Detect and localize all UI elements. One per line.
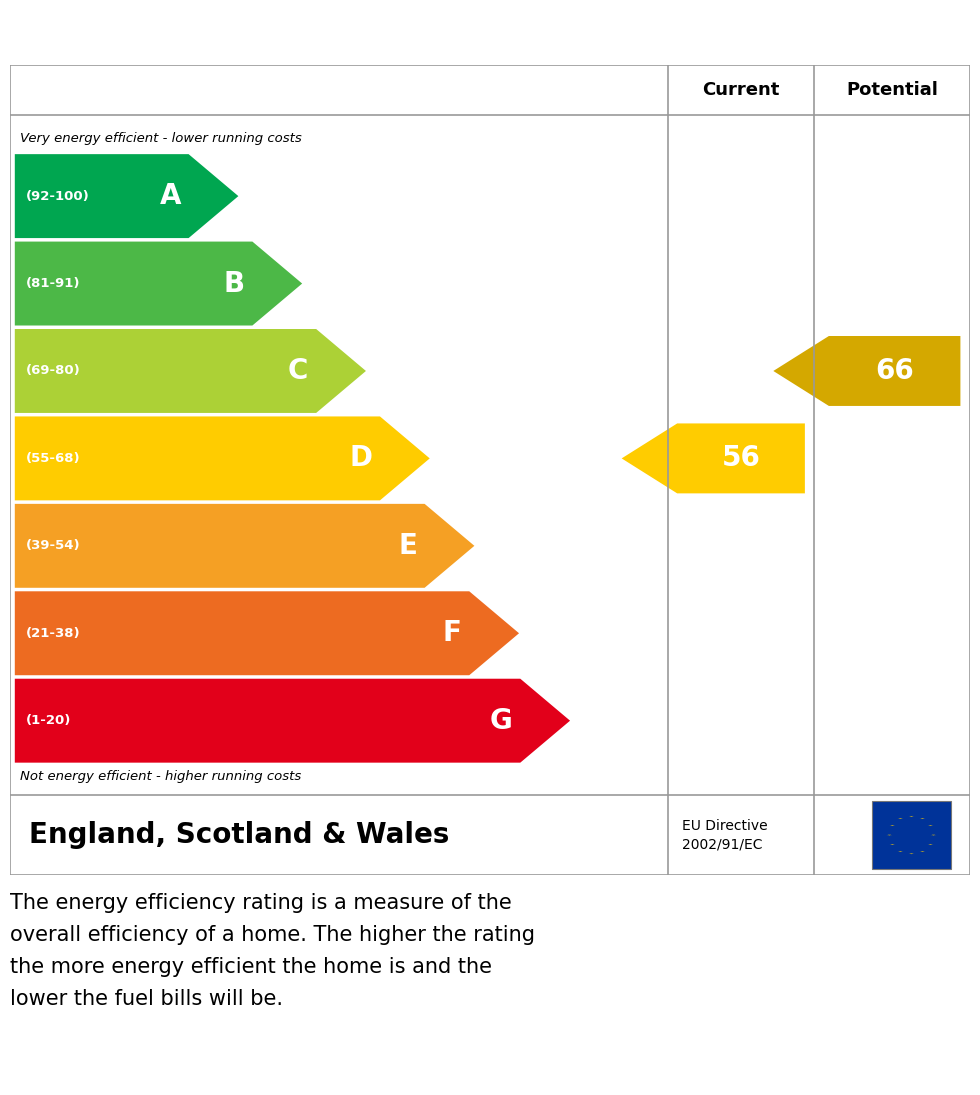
- Polygon shape: [15, 591, 519, 676]
- Text: Energy Efficiency Rating: Energy Efficiency Rating: [29, 15, 528, 49]
- Polygon shape: [15, 242, 302, 325]
- Polygon shape: [15, 416, 430, 500]
- Text: (21-38): (21-38): [26, 626, 81, 639]
- Text: D: D: [349, 445, 372, 472]
- Text: Not energy efficient - higher running costs: Not energy efficient - higher running co…: [20, 770, 301, 783]
- Polygon shape: [15, 154, 238, 238]
- Text: 56: 56: [721, 445, 760, 472]
- Text: Current: Current: [703, 81, 780, 99]
- Text: C: C: [288, 357, 309, 385]
- Text: A: A: [160, 182, 181, 210]
- Text: 66: 66: [875, 357, 914, 385]
- Text: (92-100): (92-100): [26, 189, 90, 203]
- Text: G: G: [490, 706, 513, 735]
- Text: Very energy efficient - lower running costs: Very energy efficient - lower running co…: [20, 132, 302, 145]
- Polygon shape: [15, 328, 366, 413]
- Text: (55-68): (55-68): [26, 452, 81, 465]
- Text: Potential: Potential: [847, 81, 938, 99]
- Text: (39-54): (39-54): [26, 540, 81, 552]
- Polygon shape: [621, 424, 805, 494]
- Text: England, Scotland & Wales: England, Scotland & Wales: [29, 821, 450, 849]
- Text: (69-80): (69-80): [26, 365, 81, 378]
- Text: E: E: [398, 532, 416, 560]
- Text: (1-20): (1-20): [26, 714, 72, 727]
- Polygon shape: [15, 504, 474, 588]
- Text: EU Directive
2002/91/EC: EU Directive 2002/91/EC: [682, 819, 767, 851]
- Text: (81-91): (81-91): [26, 277, 80, 290]
- Text: F: F: [443, 620, 462, 647]
- Text: The energy efficiency rating is a measure of the
overall efficiency of a home. T: The energy efficiency rating is a measur…: [10, 892, 535, 1008]
- Polygon shape: [773, 336, 960, 406]
- Text: B: B: [223, 269, 245, 298]
- Bar: [872, 802, 951, 868]
- Polygon shape: [15, 679, 570, 762]
